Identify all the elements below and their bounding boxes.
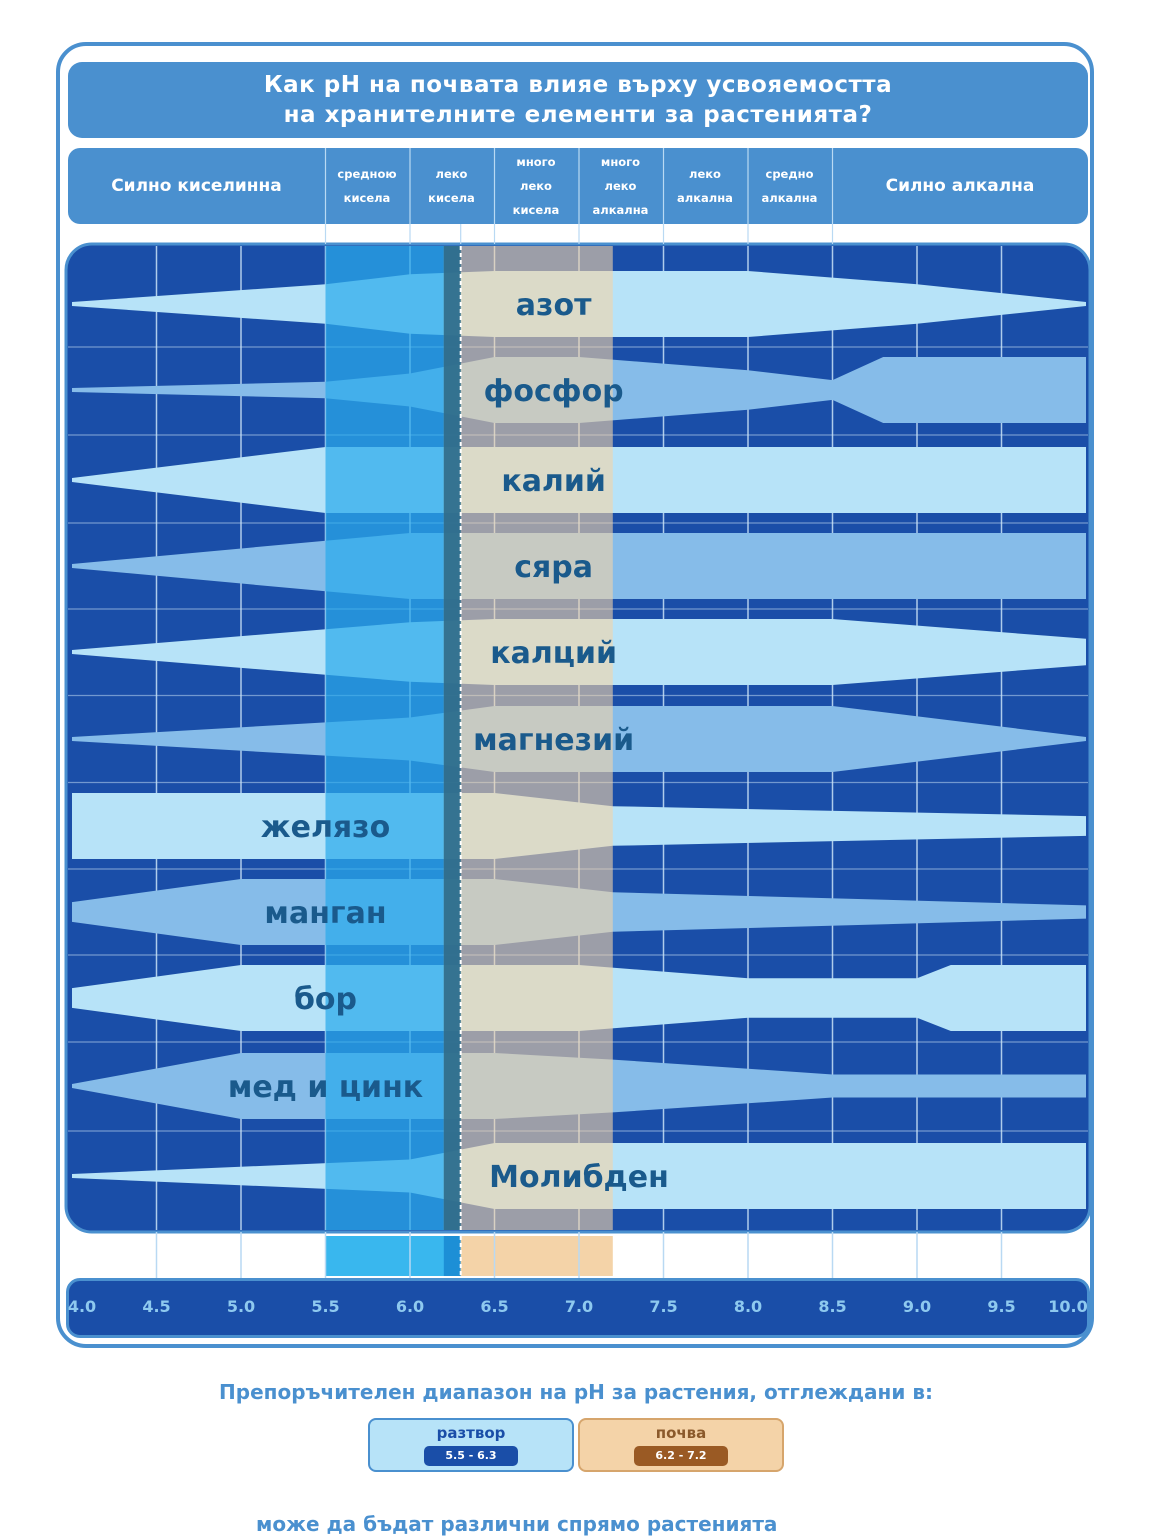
nutrient-label: бор (294, 982, 357, 1017)
category-label: Силно алкална (885, 176, 1035, 196)
category-label: алкална (761, 191, 818, 205)
legend-soil-range: 6.2 - 7.2 (634, 1446, 728, 1466)
category-very-slightly-acidic: много леко кисела (494, 148, 578, 224)
nutrient-label: Молибден (489, 1160, 669, 1195)
nutrient-label: магнезий (473, 723, 634, 758)
ph-tick-label: 9.5 (987, 1297, 1016, 1316)
nutrient-label: сяра (514, 550, 593, 585)
ph-tick-label: 6.5 (480, 1297, 509, 1316)
category-label: Силно киселинна (111, 176, 282, 196)
acidity-category-bar: Силно киселинна средною кисела леко кисе… (68, 148, 1088, 224)
category-label: средною (337, 167, 397, 181)
legend-solution-range: 5.5 - 6.3 (424, 1446, 518, 1466)
nutrient-label: азот (516, 288, 592, 323)
category-label: средно (765, 167, 814, 181)
category-label: много (600, 155, 641, 169)
nutrient-label: калий (501, 464, 606, 499)
category-label: алкална (677, 191, 733, 205)
title-line-1: Как pH на почвата влияе върху усвояемост… (263, 72, 893, 98)
category-label: кисела (343, 191, 391, 205)
page-title: Как pH на почвата влияе върху усвояемост… (68, 62, 1088, 138)
overlap-dark-strip (443, 246, 461, 1230)
ph-tick-label: 9.0 (902, 1297, 932, 1316)
soil-range-strip (460, 1236, 613, 1276)
title-line-2: на хранителните елементи за растенията? (283, 102, 873, 128)
nutrient-label: мед и цинк (228, 1070, 423, 1105)
solution-range-overlay (325, 246, 461, 1230)
nutrient-label: калций (490, 636, 617, 671)
soil-range-overlay (443, 246, 613, 1230)
ph-tick-label: 10.0 (1048, 1297, 1088, 1316)
category-label: алкална (592, 203, 649, 217)
ph-tick-label: 4.5 (142, 1297, 171, 1316)
legend-soil-label: почва (655, 1424, 707, 1442)
category-slightly-acidic: леко кисела (409, 148, 494, 224)
solution-range-strip (325, 1236, 461, 1276)
category-label: кисела (428, 191, 475, 205)
ph-tick-label: 6.0 (395, 1297, 425, 1316)
ph-tick-label: 4.0 (67, 1297, 97, 1316)
category-label: леко (604, 179, 637, 193)
overlap-range-strip (443, 1236, 461, 1276)
legend-solution: разтвор 5.5 - 6.3 (368, 1418, 574, 1472)
overlap-range-overlay (443, 246, 461, 1230)
category-label: кисела (512, 203, 560, 217)
chart-content: азот фосфор калий сяра калций магнезий желязо м… (68, 246, 1088, 1230)
ph-tick-label: 5.5 (311, 1297, 340, 1316)
category-label: леко (689, 167, 721, 181)
category-label: леко (520, 179, 552, 193)
category-slightly-alkaline: леко алкална (663, 148, 747, 224)
legend-solution-label: разтвор (436, 1424, 506, 1442)
nutrient-label: фосфор (484, 374, 624, 409)
ph-tick-label: 7.5 (649, 1297, 678, 1316)
legend-soil: почва 6.2 - 7.2 (578, 1418, 784, 1472)
ph-tick-label: 7.0 (564, 1297, 594, 1316)
nutrient-label: манган (264, 896, 386, 931)
recommended-range-title: Препоръчителен диапазон на pH за растени… (219, 1380, 933, 1404)
category-label: много (516, 155, 556, 169)
category-label: леко (435, 167, 468, 181)
category-very-slightly-alkaline: много леко алкална (578, 148, 663, 224)
footer-note: може да бъдат различни спрямо растенията (256, 1512, 778, 1536)
category-strongly-alkaline: Силно алкална (832, 148, 1088, 224)
ph-tick-label: 8.5 (818, 1297, 847, 1316)
ph-tick-label: 8.0 (733, 1297, 763, 1316)
ph-tick-label: 5.0 (226, 1297, 256, 1316)
category-medium-acidic: средною кисела (325, 148, 409, 224)
ph-scale-bar (66, 1278, 1090, 1338)
category-strongly-acidic: Силно киселинна (68, 148, 325, 224)
category-medium-alkaline: средно алкална (747, 148, 832, 224)
nutrient-label: желязо (261, 810, 390, 845)
